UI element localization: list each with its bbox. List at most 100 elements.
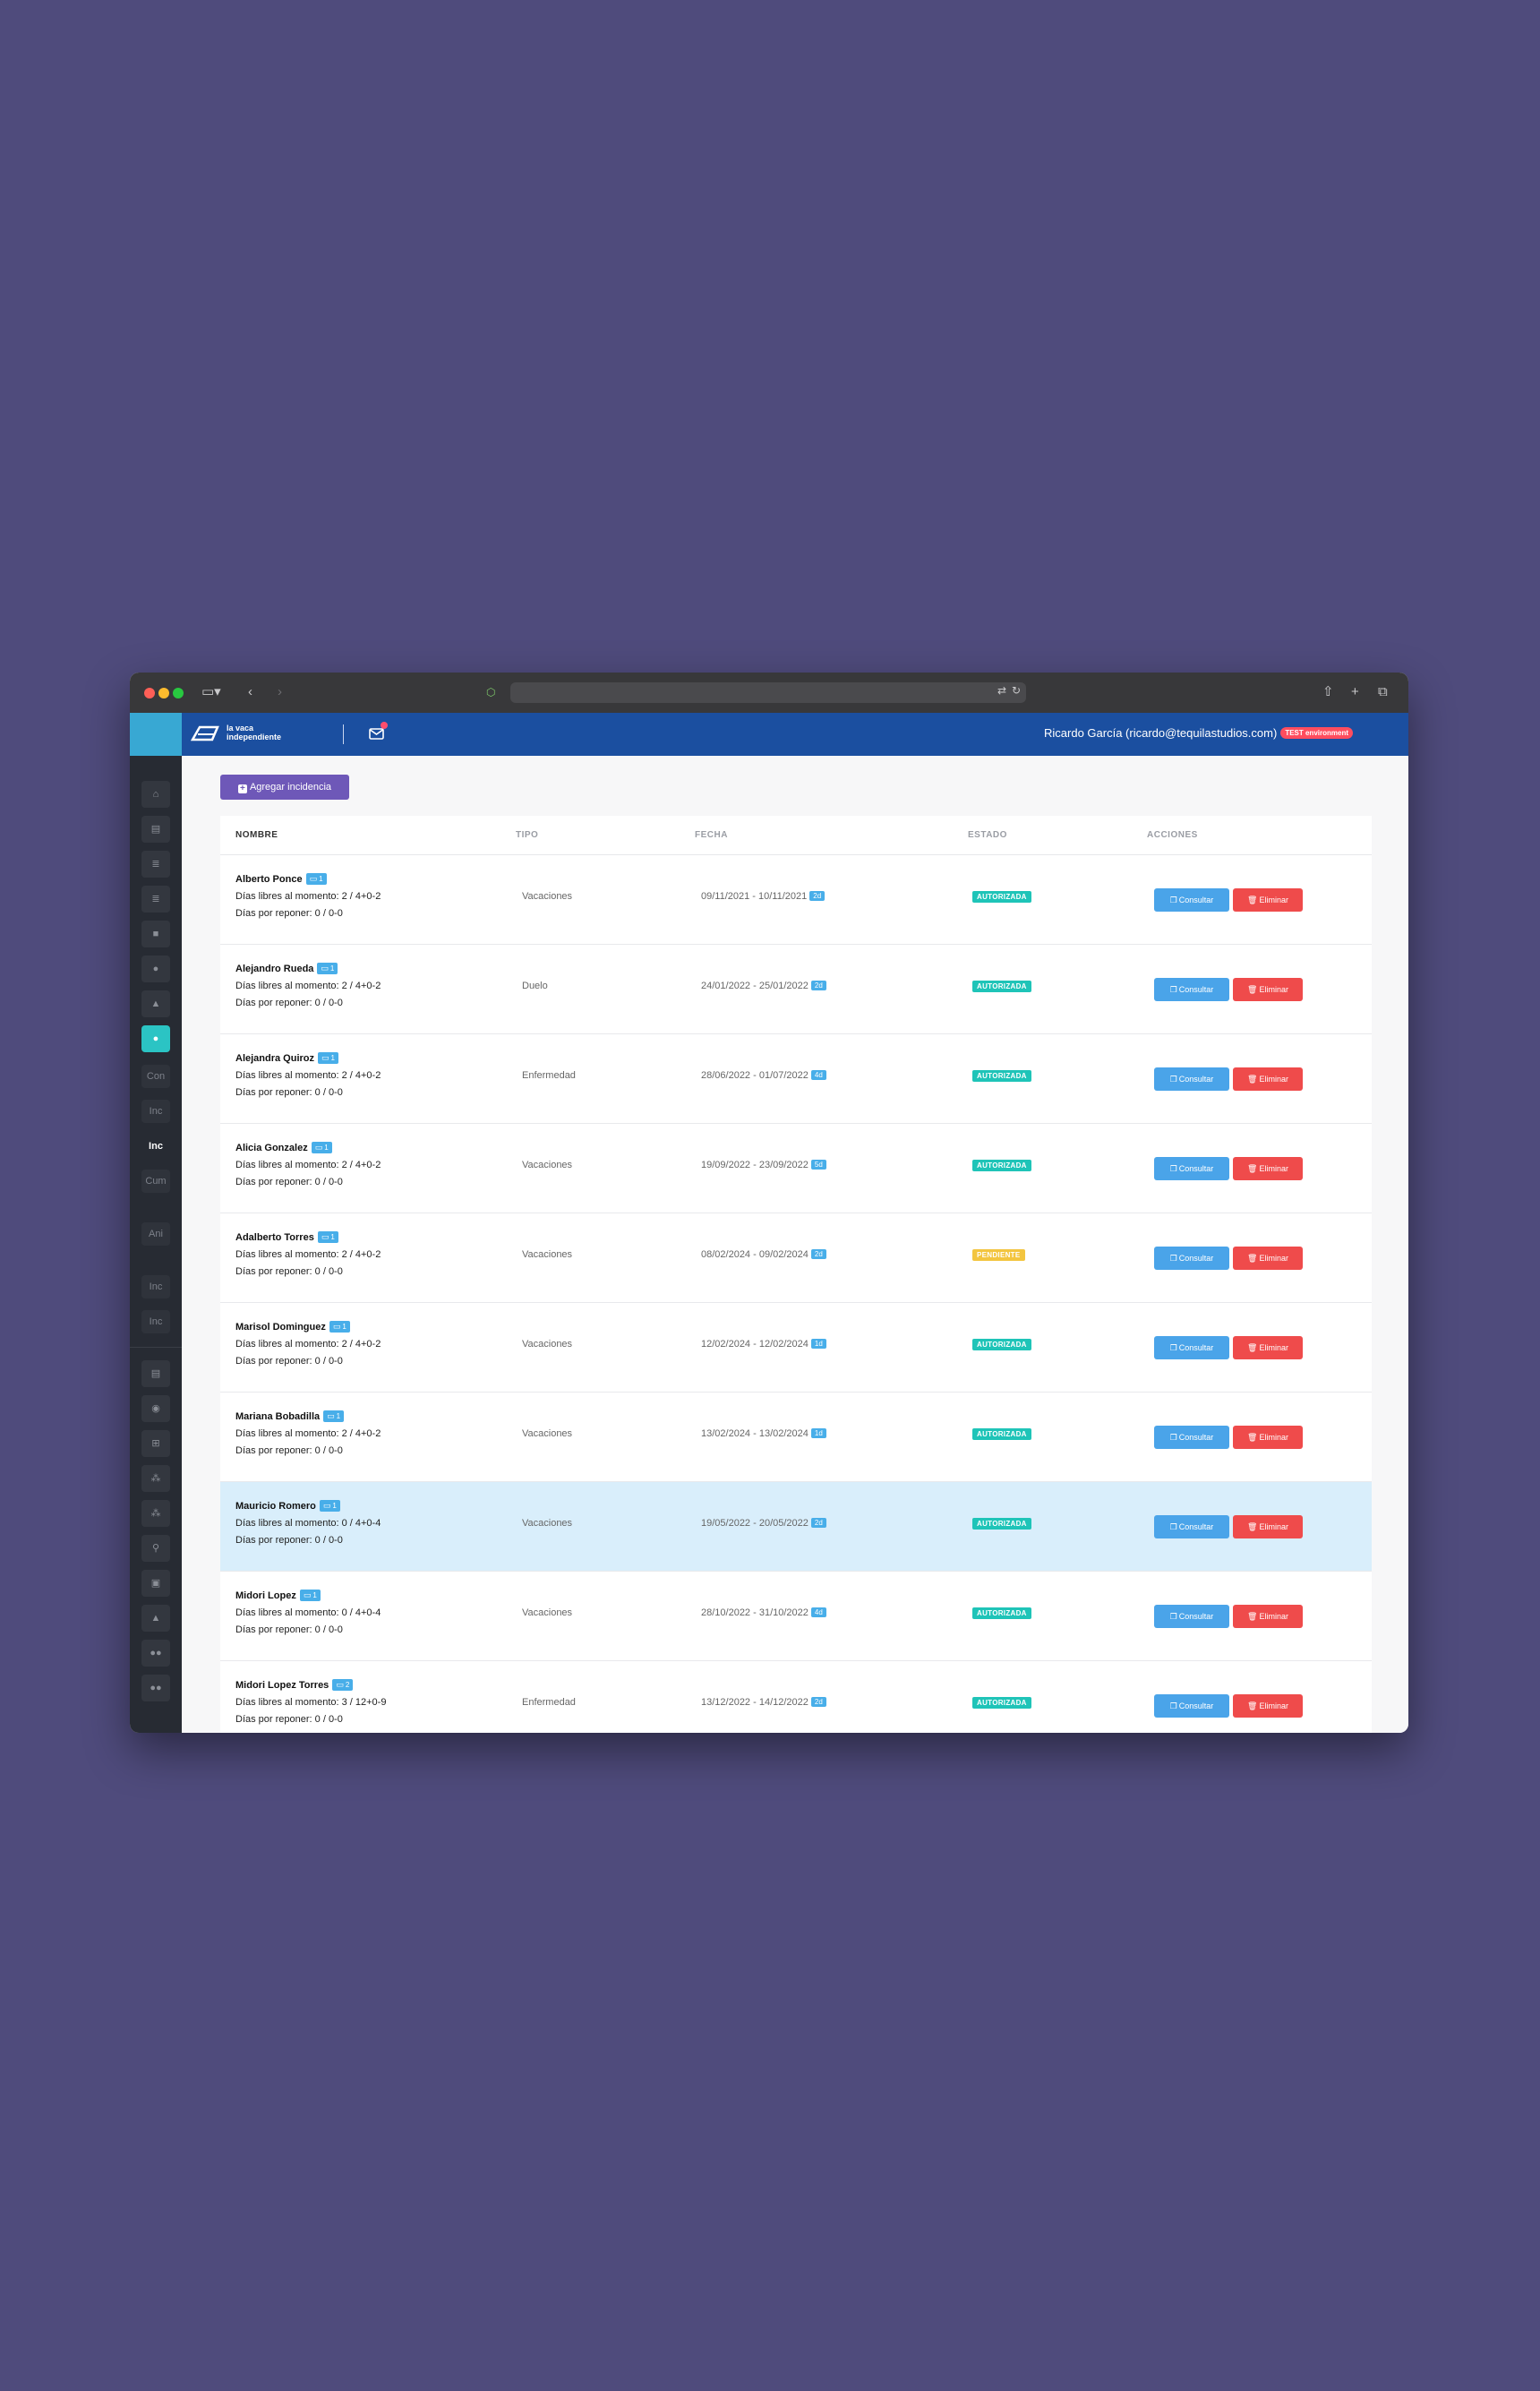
sidebar-graduation-icon[interactable]: ▲ — [141, 990, 170, 1017]
back-icon[interactable]: ‹ — [248, 684, 252, 699]
table-row[interactable]: Mauricio Romero ▭ 1 Días libres al momento:… — [220, 1482, 1372, 1572]
table-row[interactable]: Alejandra Quiroz ▭ 1 Días libres al momento… — [220, 1034, 1372, 1124]
table-row[interactable]: Mariana Bobadilla ▭ 1 Días libres al moment… — [220, 1393, 1372, 1482]
copy-icon: ❐ — [1169, 1075, 1177, 1084]
delete-button[interactable]: 🗑 Eliminar — [1233, 1694, 1303, 1718]
free-days-text: Días libres al momento: 2 / 4+0-2 — [235, 1249, 381, 1260]
sidebar-graduation-icon-2[interactable]: ▲ — [141, 1605, 170, 1632]
date-range: 28/06/2022 - 01/07/2022 — [701, 1070, 808, 1081]
sidebar-video-icon[interactable]: ■ — [141, 921, 170, 947]
table-row[interactable]: Midori Lopez Torres ▭ 2 Días libres al mome… — [220, 1661, 1372, 1733]
plus-icon: + — [237, 784, 247, 793]
table-row[interactable]: Adalberto Torres ▭ 1 Días libres al momento… — [220, 1213, 1372, 1303]
table-row[interactable]: Alicia Gonzalez ▭ 1 Días libres al momento:… — [220, 1124, 1372, 1213]
sidebar-user-icon[interactable]: ● — [141, 956, 170, 982]
sidebar-toggle-icon[interactable]: ▭▾ — [201, 684, 221, 699]
add-incident-button[interactable]: + Agregar incidencia — [220, 775, 349, 800]
delete-button[interactable]: 🗑 Eliminar — [1233, 1515, 1303, 1538]
sidebar-text-item-active[interactable]: Inc — [149, 1141, 163, 1152]
sidebar-network-icon-2[interactable]: ⁂ — [141, 1500, 170, 1527]
free-days-text: Días libres al momento: 2 / 4+0-2 — [235, 1428, 381, 1439]
consult-button[interactable]: ❐ Consultar — [1154, 1336, 1229, 1359]
sidebar-group-icon-2[interactable]: ●● — [141, 1675, 170, 1701]
consult-button[interactable]: ❐ Consultar — [1154, 1426, 1229, 1449]
consult-button[interactable]: ❐ Consultar — [1154, 1067, 1229, 1091]
table-row[interactable]: Alejandro Rueda ▭ 1 Días libres al momento:… — [220, 945, 1372, 1034]
translate-icon[interactable]: ⇄ — [997, 684, 1006, 697]
zoom-window-button[interactable] — [173, 688, 184, 698]
consult-button[interactable]: ❐ Consultar — [1154, 888, 1229, 912]
header-divider — [343, 724, 344, 744]
table-row[interactable]: Alberto Ponce ▭ 1 Días libres al momento: 2… — [220, 855, 1372, 945]
forward-icon[interactable]: › — [278, 684, 282, 699]
share-icon[interactable]: ⇧ — [1322, 684, 1334, 699]
mail-icon[interactable] — [368, 724, 386, 742]
close-window-button[interactable] — [144, 688, 155, 698]
trash-icon: 🗑 — [1247, 1254, 1258, 1263]
sidebar-group-icon[interactable]: ●● — [141, 1640, 170, 1667]
sidebar-inbox-icon[interactable]: ▣ — [141, 1570, 170, 1597]
sidebar-users-icon[interactable]: ● — [141, 1025, 170, 1052]
consult-button[interactable]: ❐ Consultar — [1154, 1605, 1229, 1628]
sidebar-home-icon[interactable]: ⌂ — [141, 781, 170, 808]
incident-type: Vacaciones — [522, 1339, 573, 1350]
sidebar-card-icon[interactable]: ▤ — [141, 1360, 170, 1387]
consult-button[interactable]: ❐ Consultar — [1154, 1515, 1229, 1538]
sidebar-text-item[interactable]: Inc — [141, 1310, 170, 1333]
table-row[interactable]: Marisol Dominguez ▭ 1 Días libres al moment… — [220, 1303, 1372, 1393]
sidebar-document-icon[interactable]: ▤ — [141, 816, 170, 843]
shield-icon[interactable]: ⬡ — [486, 686, 496, 698]
delete-button[interactable]: 🗑 Eliminar — [1233, 1605, 1303, 1628]
header-estado[interactable]: ESTADO — [968, 830, 1007, 840]
new-tab-icon[interactable]: + — [1351, 684, 1359, 699]
delete-button[interactable]: 🗑 Eliminar — [1233, 1067, 1303, 1091]
reload-icon[interactable]: ↻ — [1011, 684, 1021, 697]
delete-button[interactable]: 🗑 Eliminar — [1233, 1247, 1303, 1270]
duration-badge: 4d — [810, 1070, 826, 1080]
employee-name: Alberto Ponce ▭ 1 — [235, 873, 327, 885]
consult-button[interactable]: ❐ Consultar — [1154, 1157, 1229, 1180]
replace-days-text: Días por reponer: 0 / 0-0 — [235, 998, 343, 1008]
address-bar[interactable]: ⇄ ↻ — [510, 682, 1026, 703]
trash-icon: 🗑 — [1247, 1343, 1258, 1352]
delete-button[interactable]: 🗑 Eliminar — [1233, 1157, 1303, 1180]
replace-days-text: Días por reponer: 0 / 0-0 — [235, 1087, 343, 1098]
sidebar-text-item[interactable]: Ani — [141, 1222, 170, 1246]
delete-button[interactable]: 🗑 Eliminar — [1233, 1336, 1303, 1359]
delete-button[interactable]: 🗑 Eliminar — [1233, 1426, 1303, 1449]
incident-date: 28/06/2022 - 01/07/2022 4d — [701, 1070, 826, 1081]
date-range: 12/02/2024 - 12/02/2024 — [701, 1339, 808, 1350]
employee-name-text: Adalberto Torres — [235, 1232, 314, 1243]
incidents-table: NOMBRE TIPO FECHA ESTADO ACCIONES Albert… — [220, 816, 1372, 1733]
sidebar-text-item[interactable]: Con — [141, 1065, 170, 1088]
minimize-window-button[interactable] — [158, 688, 169, 698]
calendar-count-badge: ▭ 2 — [332, 1679, 354, 1691]
sidebar-text-item[interactable]: Cum — [141, 1170, 170, 1193]
consult-button[interactable]: ❐ Consultar — [1154, 978, 1229, 1001]
delete-button[interactable]: 🗑 Eliminar — [1233, 888, 1303, 912]
sidebar-medical-icon[interactable]: ⊞ — [141, 1430, 170, 1457]
header-tipo[interactable]: TIPO — [516, 830, 539, 840]
consult-button[interactable]: ❐ Consultar — [1154, 1247, 1229, 1270]
sidebar-handshake-icon[interactable]: ◉ — [141, 1395, 170, 1422]
header-menu-toggle[interactable] — [130, 713, 182, 756]
status-badge: AUTORIZADA — [972, 1428, 1031, 1440]
header-nombre[interactable]: NOMBRE — [235, 830, 278, 840]
calendar-icon: ▭ — [332, 1322, 341, 1331]
duration-badge: 2d — [810, 1518, 826, 1528]
sidebar-location-icon[interactable]: ⚲ — [141, 1535, 170, 1562]
date-range: 24/01/2022 - 25/01/2022 — [701, 981, 808, 991]
sidebar-text-item[interactable]: Inc — [141, 1100, 170, 1123]
sidebar-text-item[interactable]: Inc — [141, 1275, 170, 1298]
user-info[interactable]: Ricardo García (ricardo@tequilastudios.c… — [1044, 726, 1353, 740]
consult-button[interactable]: ❐ Consultar — [1154, 1694, 1229, 1718]
sidebar-list-icon[interactable]: ≣ — [141, 851, 170, 878]
tabs-overview-icon[interactable]: ⧉ — [1378, 684, 1388, 699]
sidebar-list-icon-2[interactable]: ≣ — [141, 886, 170, 913]
delete-button[interactable]: 🗑 Eliminar — [1233, 978, 1303, 1001]
trash-icon: 🗑 — [1247, 896, 1258, 904]
header-fecha[interactable]: FECHA — [695, 830, 728, 840]
table-row[interactable]: Midori Lopez ▭ 1 Días libres al momento: 0 … — [220, 1572, 1372, 1661]
sidebar-network-icon[interactable]: ⁂ — [141, 1465, 170, 1492]
calendar-count-badge: ▭ 1 — [311, 1142, 332, 1153]
